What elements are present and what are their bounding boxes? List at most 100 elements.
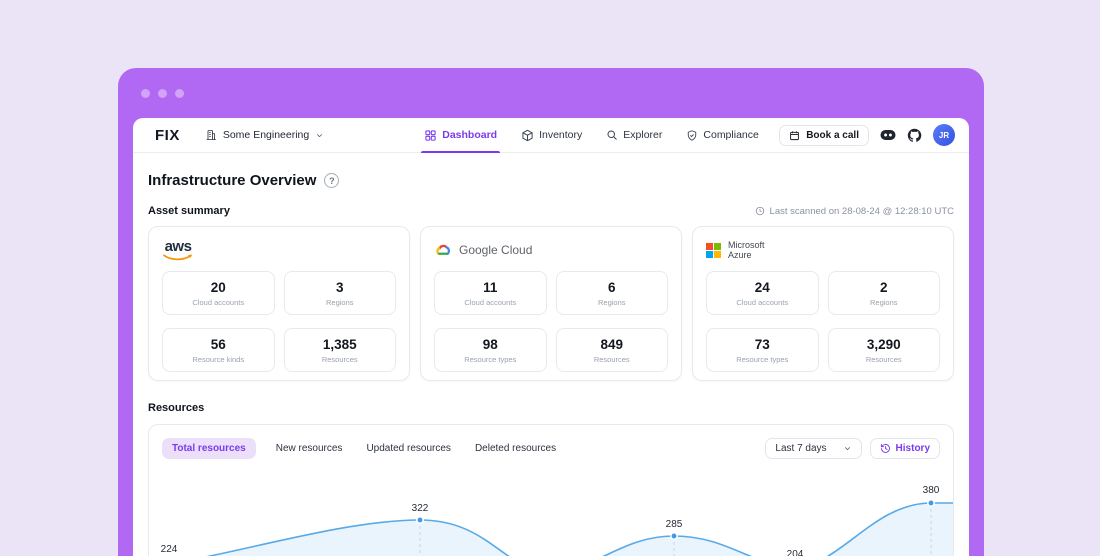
chart-guides — [419, 503, 932, 556]
page-title: Infrastructure Overview — [148, 172, 317, 189]
resources-tabs-row: Total resources New resources Updated re… — [149, 425, 953, 459]
stat-label: Regions — [597, 297, 626, 307]
stat-box: 3 Regions — [283, 271, 396, 315]
tab-explorer[interactable]: Explorer — [606, 118, 662, 152]
app-window: FIX Some Engineering Dashboard Inventory… — [118, 68, 984, 556]
stat-label: Resource kinds — [192, 354, 245, 364]
last-scanned: Last scanned on 28-08-24 @ 12:28:10 UTC — [755, 206, 954, 217]
building-icon — [206, 130, 216, 140]
aws-logo-text: aws — [164, 238, 192, 255]
title-row: Infrastructure Overview ? — [148, 172, 954, 189]
time-range-select[interactable]: Last 7 days — [765, 438, 862, 459]
book-call-button[interactable]: Book a call — [779, 124, 869, 146]
header-actions: Book a call JR — [779, 124, 955, 146]
stat-box: 20 Cloud accounts — [162, 271, 275, 315]
microsoft-logo-icon — [706, 242, 721, 258]
app-header: FIX Some Engineering Dashboard Inventory… — [133, 118, 969, 153]
stat-box: 98 Resource types — [434, 328, 547, 372]
stat-value: 6 — [607, 279, 616, 295]
chart-line — [206, 502, 953, 556]
stat-label: Resource types — [464, 354, 517, 364]
history-icon — [880, 443, 890, 453]
resources-heading: Resources — [148, 402, 205, 414]
aws-logo: aws — [162, 237, 396, 263]
history-button[interactable]: History — [869, 438, 940, 459]
app-content: FIX Some Engineering Dashboard Inventory… — [133, 118, 969, 556]
nav-label: Dashboard — [442, 129, 498, 141]
aws-swoosh-icon — [163, 254, 193, 261]
azure-name: Microsoft Azure — [728, 240, 765, 261]
point-label-204: 204 — [786, 549, 804, 556]
stat-label: Cloud accounts — [192, 297, 245, 307]
history-label: History — [895, 443, 930, 454]
nav-label: Explorer — [623, 129, 663, 141]
stat-box: 11 Cloud accounts — [434, 271, 547, 315]
window-dot — [141, 89, 150, 98]
azure-name-line1: Microsoft — [728, 239, 765, 250]
tab-dashboard[interactable]: Dashboard — [421, 118, 500, 153]
point-label-224: 224 — [160, 544, 178, 555]
last-scanned-text: Last scanned on 28-08-24 @ 12:28:10 UTC — [769, 205, 954, 217]
stat-box: 849 Resources — [555, 328, 668, 372]
point-label-285: 285 — [665, 519, 683, 530]
stat-value: 2 — [879, 279, 888, 295]
stat-value: 20 — [210, 279, 226, 295]
tab-updated-resources[interactable]: Updated resources — [366, 443, 451, 454]
nav-label: Compliance — [703, 129, 759, 141]
window-dot — [175, 89, 184, 98]
github-icon[interactable] — [907, 128, 922, 143]
book-call-label: Book a call — [806, 129, 859, 141]
tab-compliance[interactable]: Compliance — [686, 118, 759, 152]
stat-box: 6 Regions — [555, 271, 668, 315]
stat-label: Cloud accounts — [736, 297, 789, 307]
stat-value: 1,385 — [322, 336, 357, 352]
azure-stats: 24 Cloud accounts 2 Regions 73 Resource … — [706, 271, 940, 372]
asset-summary-row: Asset summary Last scanned on 28-08-24 @… — [148, 205, 954, 217]
aws-stats: 20 Cloud accounts 3 Regions 56 Resource … — [162, 271, 396, 372]
provider-cards: aws 20 Cloud accounts 3 Regions — [148, 226, 954, 381]
fix-logo: FIX — [155, 126, 180, 144]
resources-panel: Total resources New resources Updated re… — [148, 424, 954, 556]
stat-value: 24 — [754, 279, 770, 295]
tab-inventory[interactable]: Inventory — [521, 118, 582, 152]
inventory-icon — [522, 129, 533, 141]
time-range-value: Last 7 days — [775, 443, 827, 454]
main-area: Infrastructure Overview ? Asset summary … — [133, 172, 969, 556]
calendar-icon — [790, 130, 800, 140]
stat-label: Cloud accounts — [464, 297, 517, 307]
stat-label: Resources — [593, 354, 630, 364]
google-cloud-stats: 11 Cloud accounts 6 Regions 98 Resource … — [434, 271, 668, 372]
clock-icon — [755, 206, 764, 216]
stat-value: 56 — [210, 336, 226, 352]
help-icon[interactable]: ? — [324, 173, 340, 188]
stat-value: 73 — [754, 336, 770, 352]
stat-label: Resource types — [736, 354, 789, 364]
google-cloud-icon — [436, 244, 451, 255]
tab-deleted-resources[interactable]: Deleted resources — [474, 443, 557, 454]
azure-name-line2: Azure — [728, 250, 752, 260]
chevron-down-icon — [317, 133, 323, 137]
azure-logo: Microsoft Azure — [706, 237, 940, 263]
org-name: Some Engineering — [222, 129, 310, 141]
chevron-down-icon — [844, 447, 850, 451]
nav-label: Inventory — [539, 129, 583, 141]
chart-area — [210, 503, 953, 556]
point-label-322: 322 — [411, 503, 429, 514]
stat-label: Regions — [325, 297, 354, 307]
tab-new-resources[interactable]: New resources — [275, 443, 343, 454]
stat-value: 98 — [482, 336, 498, 352]
stat-box: 2 Regions — [827, 271, 940, 315]
google-cloud-name: Google Cloud — [459, 243, 533, 257]
stat-box: 73 Resource types — [706, 328, 819, 372]
stat-box: 3,290 Resources — [827, 328, 940, 372]
provider-card-aws: aws 20 Cloud accounts 3 Regions — [148, 226, 410, 381]
discord-icon[interactable] — [880, 129, 896, 141]
tab-total-resources[interactable]: Total resources — [162, 438, 256, 459]
stat-label: Regions — [869, 297, 898, 307]
avatar[interactable]: JR — [933, 124, 955, 146]
stat-label: Resources — [865, 354, 902, 364]
window-controls — [141, 89, 184, 98]
org-selector[interactable]: Some Engineering — [205, 129, 324, 141]
main-nav: Dashboard Inventory Explorer Compliance — [421, 118, 759, 153]
google-cloud-logo: Google Cloud — [434, 237, 668, 263]
